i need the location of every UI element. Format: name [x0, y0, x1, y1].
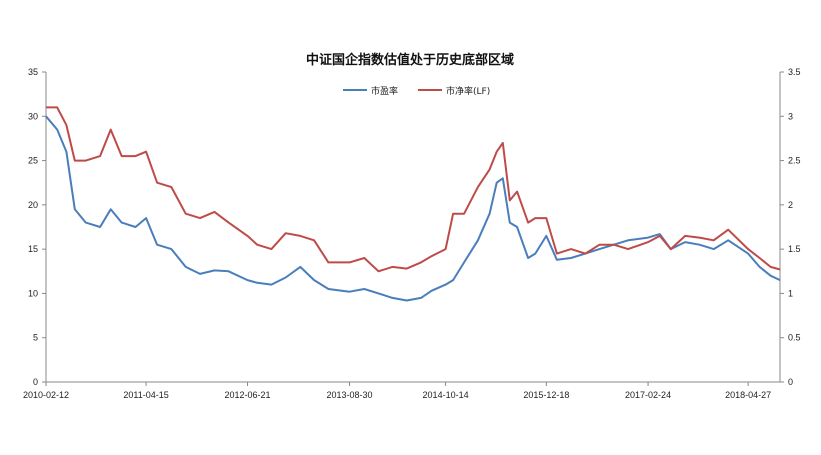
legend: 市盈率 市净率(LF) — [343, 85, 490, 97]
series-layer — [45, 106, 781, 302]
left-tick-label: 20 — [28, 200, 38, 210]
left-tick-label: 10 — [28, 288, 38, 298]
right-tick-label: 2.5 — [788, 156, 801, 166]
right-tick-label: 0 — [788, 377, 793, 387]
right-tick-label: 3.5 — [788, 67, 801, 77]
x-tick-label: 2012-06-21 — [225, 390, 271, 400]
chart-title: 中证国企指数估值处于历史底部区域 — [306, 52, 514, 68]
right-tick-label: 1 — [788, 288, 793, 298]
x-tick-label: 2011-04-15 — [123, 390, 168, 400]
x-tick-label: 2015-12-18 — [523, 390, 569, 400]
series-line-pb — [46, 106, 781, 273]
legend-label-pe: 市盈率 — [371, 85, 398, 97]
left-tick-label: 0 — [33, 377, 38, 387]
x-tick-label: 2013-08-30 — [326, 390, 372, 400]
x-tick-label: 2014-10-14 — [423, 390, 469, 400]
legend-label-pb: 市净率(LF) — [446, 85, 490, 97]
x-tick-label: 2010-02-12 — [23, 390, 69, 400]
right-tick-label: 1.5 — [788, 244, 801, 254]
left-tick-label: 30 — [28, 111, 38, 121]
left-tick-label: 15 — [28, 244, 38, 254]
right-tick-label: 2 — [788, 200, 793, 210]
x-tick-label: 2017-02-24 — [625, 390, 671, 400]
right-tick-label: 0.5 — [788, 333, 801, 343]
series-line-pe — [45, 115, 781, 302]
left-tick-label: 25 — [28, 156, 38, 166]
right-tick-label: 3 — [788, 111, 793, 121]
x-tick-label: 2018-04-27 — [725, 390, 771, 400]
left-tick-label: 35 — [28, 67, 38, 77]
axes: 0 5 10 15 20 25 30 35 0 0.5 1 1.5 2 2.5 3 3.5 2010-02-12… — [23, 67, 801, 400]
left-tick-label: 5 — [33, 333, 38, 343]
